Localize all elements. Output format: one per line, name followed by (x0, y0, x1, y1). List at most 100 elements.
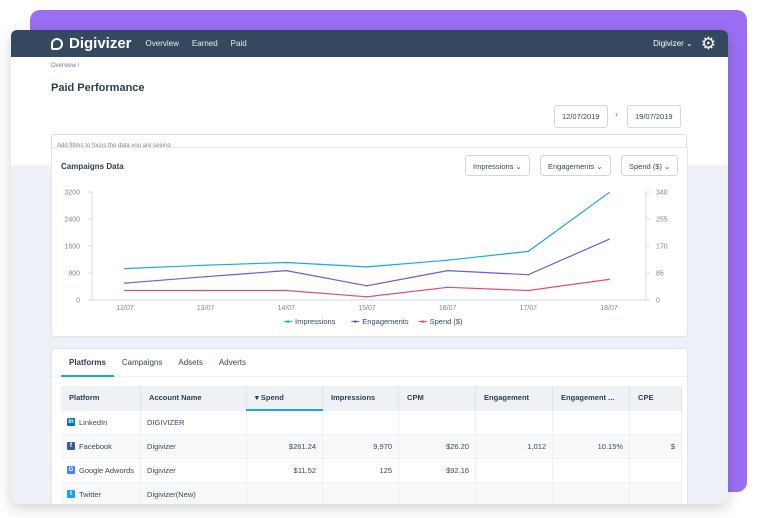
table-cell (552, 481, 631, 504)
table-cell: $26.20 (398, 433, 477, 458)
table-cell: Digivizer (140, 457, 248, 482)
page-title: Paid Performance (51, 82, 145, 94)
data-point (608, 238, 610, 241)
legend-label: Impressions (295, 317, 336, 326)
left-tick-label: 1600 (64, 244, 80, 251)
data-point (446, 269, 449, 272)
table-cell: Digivizer (140, 433, 248, 458)
data-point (366, 266, 368, 268)
data-point (366, 285, 368, 287)
col-cpm[interactable]: CPM (398, 386, 477, 410)
right-tick-label: 0 (656, 298, 660, 305)
table-row[interactable]: G Google Adwords Digivizer $11.52 125 $92.16 (61, 457, 683, 482)
table-row[interactable]: in LinkedIn DIGIVIZER (61, 409, 683, 434)
platform-name: Google Adwords (79, 465, 135, 475)
left-tick-label: 0 (76, 298, 80, 305)
x-tick-label: 16/07 (439, 305, 457, 312)
engagements-dropdown[interactable]: Engagements ⌄ (540, 155, 611, 176)
app-window: Digivizer Overview Earned Paid Digivizer… (11, 30, 728, 504)
cell-platform: f Facebook (61, 433, 142, 458)
col-cpe[interactable]: CPE (629, 386, 683, 410)
table-cell: $ (629, 433, 683, 458)
right-tick-label: 255 (656, 217, 668, 224)
data-point (124, 267, 126, 270)
gear-icon[interactable]: ⚙ (700, 34, 716, 53)
platforms-table: Platform Account Name ▾ Spend Impression… (61, 386, 683, 504)
tab-adsets[interactable]: Adsets (178, 358, 203, 367)
google-icon: G (67, 466, 75, 474)
date-from-picker[interactable]: 12/07/2019 (554, 105, 608, 128)
cell-platform: G Google Adwords (61, 457, 142, 482)
table-row[interactable]: t Twitter Digivizer(New) (61, 481, 683, 504)
col-platform[interactable]: Platform (61, 386, 142, 410)
date-to-picker[interactable]: 19/07/2019 (627, 105, 681, 128)
series-line-engagements (124, 238, 610, 287)
data-point (285, 289, 288, 292)
brand-logo[interactable]: Digivizer (51, 35, 132, 52)
data-point (204, 289, 207, 292)
table-cell (398, 481, 477, 504)
x-tick-label: 15/07 (358, 305, 376, 312)
table-cell (629, 409, 683, 434)
col-account-name[interactable]: Account Name (140, 386, 248, 410)
data-point (446, 259, 449, 261)
top-navigation: Digivizer Overview Earned Paid Digivizer… (11, 30, 728, 57)
data-point (124, 289, 126, 292)
col-spend[interactable]: ▾ Spend (246, 386, 324, 411)
table-cell (552, 457, 631, 482)
platform-name: Facebook (79, 441, 112, 451)
table-header-row: Platform Account Name ▾ Spend Impression… (61, 386, 683, 411)
data-point (527, 273, 530, 276)
breadcrumb[interactable]: Overview / (51, 63, 80, 69)
platforms-table-card: Platforms Campaigns Adsets Adverts Platf… (51, 348, 688, 504)
table-cell (475, 409, 554, 434)
twitter-icon: t (67, 490, 75, 499)
chart-card-title: Campaigns Data (61, 162, 124, 171)
x-tick-label: 18/07 (600, 305, 618, 312)
col-impressions[interactable]: Impressions (322, 386, 400, 410)
table-cell (629, 457, 683, 482)
left-tick-label: 800 (68, 271, 80, 278)
table-cell: 125 (322, 457, 400, 482)
facebook-icon: f (67, 442, 75, 450)
nav-paid[interactable]: Paid (230, 39, 247, 48)
data-point (366, 296, 368, 298)
table-cell (475, 457, 554, 482)
legend-label: Spend ($) (430, 317, 463, 326)
impressions-dropdown[interactable]: Impressions ⌄ (465, 155, 530, 176)
right-tick-label: 85 (656, 271, 664, 278)
nav-overview[interactable]: Overview (145, 39, 179, 48)
x-tick-label: 14/07 (278, 305, 296, 312)
table-tabs: Platforms Campaigns Adsets Adverts (52, 349, 687, 377)
spend-dropdown[interactable]: Spend ($) ⌄ (621, 155, 679, 176)
table-cell (246, 481, 324, 504)
campaigns-line-chart: 3200 2400 1600 800 0 340 255 170 85 0 12/07 13/07 14… (64, 190, 668, 327)
legend-marker (421, 320, 424, 323)
data-point (204, 275, 207, 278)
table-row[interactable]: f Facebook Digivizer $261.24 9,970 $26.20 1,01… (61, 433, 683, 458)
data-point (608, 278, 610, 281)
table-cell: $92.16 (398, 457, 477, 482)
right-tick-label: 170 (656, 244, 668, 251)
cell-platform: t Twitter (61, 481, 142, 504)
series-line-impressions (124, 192, 610, 270)
table-cell: Digivizer(New) (140, 481, 248, 504)
left-tick-label: 2400 (64, 217, 80, 224)
table-cell (246, 409, 324, 434)
table-cell (629, 481, 683, 504)
table-cell (398, 409, 477, 434)
table-cell (322, 481, 400, 504)
x-tick-label: 13/07 (197, 305, 215, 312)
nav-earned[interactable]: Earned (191, 39, 218, 48)
col-engagement[interactable]: Engagement (475, 386, 554, 410)
data-point (527, 289, 530, 292)
tab-adverts[interactable]: Adverts (218, 358, 246, 367)
tab-campaigns[interactable]: Campaigns (121, 358, 163, 367)
data-point (124, 282, 126, 284)
user-menu[interactable]: Digivizer ⌄ (653, 39, 693, 48)
tab-platforms[interactable]: Platforms (61, 349, 114, 377)
legend-marker (354, 320, 357, 323)
col-engagement-rate[interactable]: Engagement ... (552, 386, 631, 410)
x-tick-label: 12/07 (116, 305, 134, 312)
data-point (285, 269, 288, 272)
